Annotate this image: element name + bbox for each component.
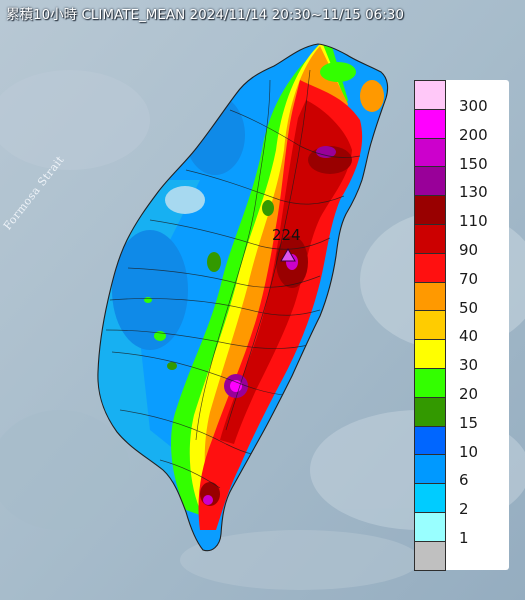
legend-label: 30	[459, 356, 479, 375]
legend-label: 150	[459, 154, 488, 173]
legend-swatch	[414, 137, 446, 168]
legend-swatch	[414, 108, 446, 139]
legend-swatch	[414, 368, 446, 398]
legend-swatch	[414, 540, 446, 571]
legend-label: 1	[459, 529, 469, 547]
legend-label: 15	[459, 413, 479, 432]
legend-swatch	[414, 224, 446, 254]
legend-swatch	[414, 310, 446, 341]
legend-label: 90	[459, 241, 479, 259]
legend-label: 110	[459, 212, 488, 231]
legend-swatch	[414, 252, 446, 283]
legend-label: 6	[459, 471, 469, 490]
legend-label: 20	[459, 385, 479, 403]
legend-swatch	[414, 80, 446, 110]
legend-swatch	[414, 195, 446, 225]
legend-swatch	[414, 396, 446, 427]
rainfall-legend: 300 200 150 130 110 90 70 50 40 30 20 15 10 6 2 1	[414, 80, 509, 571]
legend-label: 2	[459, 500, 469, 519]
map-title: 累積10小時 CLIMATE_MEAN 2024/11/14 20:30~11/…	[6, 7, 404, 23]
legend-swatch	[414, 454, 446, 485]
legend-swatch	[414, 166, 446, 197]
legend-label: 300	[459, 97, 488, 115]
peak-marker	[280, 248, 296, 262]
legend-label: 50	[459, 298, 479, 317]
legend-label: 70	[459, 269, 479, 288]
legend-swatch	[414, 425, 446, 456]
legend-label: 10	[459, 442, 479, 461]
legend-label: 40	[459, 327, 479, 346]
peak-value-label: 224	[272, 226, 301, 244]
legend-label: 200	[459, 125, 488, 144]
legend-swatch	[414, 512, 446, 542]
legend-label: 130	[459, 183, 488, 202]
legend-swatch	[414, 281, 446, 312]
legend-swatch	[414, 339, 446, 369]
legend-swatch	[414, 483, 446, 513]
